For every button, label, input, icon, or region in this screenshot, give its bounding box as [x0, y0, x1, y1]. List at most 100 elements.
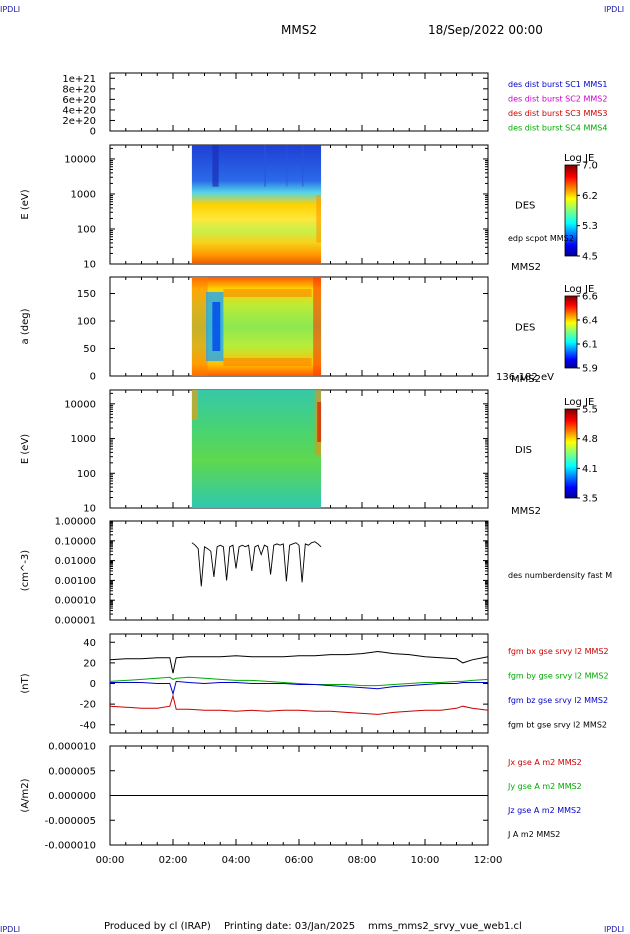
spacecraft-label: MMS2 — [511, 506, 541, 517]
legend-entry: Jx gse A m2 MMS2 — [507, 758, 582, 767]
y-axis-label: E (eV) — [20, 434, 31, 464]
y-axis-label: (cm^-3) — [20, 550, 31, 591]
y-tick-label: 50 — [83, 344, 96, 355]
spectrogram-streak — [212, 302, 221, 351]
y-tick-label: 0.00010 — [55, 596, 96, 607]
y-tick-label: 20 — [83, 658, 96, 669]
species-label: DIS — [515, 445, 532, 456]
colorbar-tick-label: 6.1 — [582, 340, 598, 351]
y-tick-label: 0 — [90, 127, 96, 138]
spectrogram-fill — [191, 390, 322, 508]
spectrogram-streak — [313, 277, 322, 376]
y-tick-label: -20 — [80, 700, 96, 711]
field-series-line — [110, 680, 488, 696]
y-tick-label: 100 — [77, 224, 96, 235]
spacecraft-title: MMS2 — [281, 23, 317, 37]
colorbar-tick-label: 6.4 — [582, 316, 598, 327]
y-tick-label: 100 — [77, 317, 96, 328]
corner-label-top-left: IPDLI — [0, 5, 20, 14]
y-tick-label: 0 — [90, 372, 96, 383]
legend-entry: des numberdensity fast M — [508, 571, 612, 580]
panel-frame — [109, 72, 489, 132]
y-tick-label: 10 — [83, 260, 96, 271]
legend-entry: des dist burst SC1 MMS1 — [508, 80, 607, 89]
density-series-line — [191, 541, 322, 587]
corner-label-bottom-right: IPDLI — [604, 925, 624, 934]
y-tick-label: -0.000010 — [45, 841, 96, 852]
species-label: DES — [515, 323, 535, 334]
y-axis-label: (nT) — [20, 673, 31, 693]
y-tick-label: 2e+20 — [62, 116, 96, 127]
y-tick-label: 0.000010 — [48, 742, 96, 753]
y-tick-label: 0.000005 — [48, 766, 96, 777]
colorbar — [564, 408, 578, 499]
corner-label-top-right: IPDLI — [604, 5, 624, 14]
colorbar-tick-label: 5.5 — [582, 405, 598, 416]
spectrogram-streak — [223, 289, 312, 297]
y-tick-label: 1000 — [71, 434, 96, 445]
legend-entry: fgm bx gse srvy l2 MMS2 — [508, 647, 609, 656]
y-tick-label: 0.01000 — [55, 556, 96, 567]
field-series-line — [109, 676, 489, 687]
footer-printing-date: Printing date: 03/Jan/2025 — [224, 921, 355, 932]
colorbar-tick-label: 6.6 — [582, 292, 598, 303]
y-tick-label: 0.000000 — [48, 791, 96, 802]
potential-label: edp scpot MMS2 — [508, 234, 574, 243]
spacecraft-label: MMS2 — [511, 262, 541, 273]
x-tick-label: 10:00 — [411, 855, 440, 866]
x-tick-label: 02:00 — [159, 855, 188, 866]
spectrogram-streak — [286, 145, 288, 187]
legend-entry: des dist burst SC2 MMS2 — [508, 95, 607, 104]
species-label: DES — [515, 201, 535, 212]
corner-label-bottom-left: IPDLI — [0, 925, 20, 934]
legend-entry: fgm bz gse srvy l2 MMS2 — [508, 696, 608, 705]
legend-entry: fgm by gse srvy l2 MMS2 — [508, 672, 609, 681]
y-tick-label: 6e+20 — [62, 95, 96, 106]
x-tick-label: 08:00 — [348, 855, 377, 866]
y-axis-label: E (eV) — [20, 189, 31, 219]
y-axis-label: (A/m2) — [20, 778, 31, 812]
x-tick-label: 00:00 — [96, 855, 125, 866]
spectrogram-fill — [191, 145, 322, 264]
colorbar — [564, 164, 578, 257]
colorbar-tick-label: 4.8 — [582, 434, 598, 445]
y-tick-label: 4e+20 — [62, 105, 96, 116]
spacecraft-label: MMS2 — [511, 374, 541, 385]
colorbar-tick-label: 5.3 — [582, 221, 598, 232]
y-tick-label: -40 — [80, 720, 96, 731]
y-tick-label: 0.10000 — [55, 536, 96, 547]
y-axis-label: a (deg) — [20, 308, 31, 344]
legend-entry: des dist burst SC4 MMS4 — [508, 124, 607, 133]
legend-entry: Jz gse A m2 MMS2 — [507, 806, 581, 815]
colorbar-title: Log JE — [564, 397, 594, 408]
y-tick-label: 40 — [83, 638, 96, 649]
colorbar-title: Log JE — [564, 284, 594, 295]
footer-produced-by: Produced by cl (IRAP) — [104, 921, 211, 932]
colorbar-tick-label: 3.5 — [582, 494, 598, 505]
date-title: 18/Sep/2022 00:00 — [428, 23, 543, 37]
x-tick-label: 12:00 — [474, 855, 503, 866]
y-tick-label: 150 — [77, 289, 96, 300]
y-tick-label: 1000 — [71, 189, 96, 200]
legend-entry: J A m2 MMS2 — [507, 830, 560, 839]
legend-entry: Jy gse A m2 MMS2 — [507, 782, 582, 791]
y-tick-label: 1e+21 — [62, 74, 96, 85]
colorbar-tick-label: 4.1 — [582, 464, 598, 475]
energy-range-label: 136-182 eV — [496, 372, 554, 383]
y-tick-label: 1.00000 — [55, 517, 96, 528]
y-tick-label: 10000 — [64, 154, 96, 165]
x-tick-label: 06:00 — [285, 855, 314, 866]
y-tick-label: 100 — [77, 469, 96, 480]
field-series-line — [109, 650, 489, 674]
x-tick-label: 04:00 — [222, 855, 251, 866]
spectrogram-streak — [317, 402, 322, 442]
field-series-line — [109, 694, 489, 715]
spectrogram-streak — [316, 194, 322, 243]
legend-entry: des dist burst SC3 MMS3 — [508, 109, 607, 118]
y-tick-label: 0.00100 — [55, 576, 96, 587]
spectrogram-streak — [264, 145, 266, 187]
panel-frame — [109, 520, 489, 621]
spectrogram-streak — [302, 145, 304, 187]
legend-entry: fgm bt gse srvy l2 MMS2 — [508, 721, 607, 730]
